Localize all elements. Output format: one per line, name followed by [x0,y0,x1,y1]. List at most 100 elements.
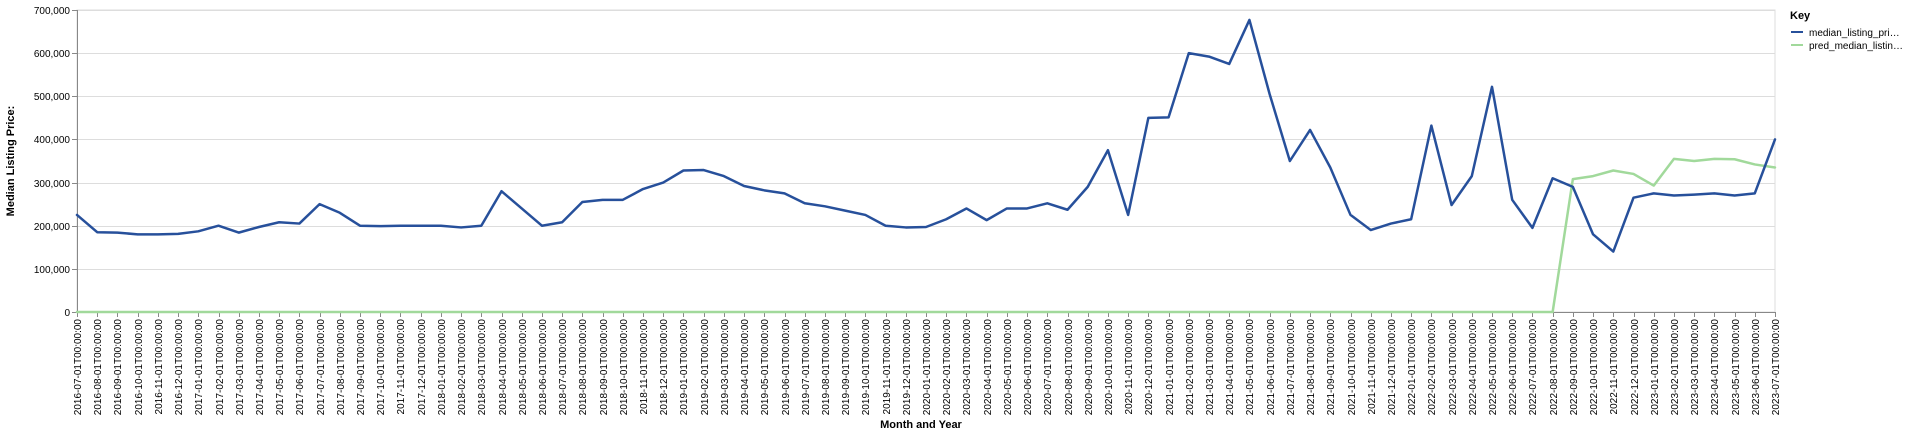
x-tick-label: 2019-01-01T00:00:00 [679,319,690,416]
x-tick-label: 2016-12-01T00:00:00 [174,319,185,416]
x-tick-label: 2021-09-01T00:00:00 [1326,319,1337,416]
x-tick-label: 2022-09-01T00:00:00 [1569,319,1580,416]
y-axis-title: Median Listing Price: [5,106,17,217]
x-tick-label: 2021-11-01T00:00:00 [1367,319,1378,415]
x-tick-label: 2017-05-01T00:00:00 [275,319,286,416]
x-tick-label: 2019-08-01T00:00:00 [821,319,832,416]
x-tick-label: 2020-06-01T00:00:00 [1023,319,1034,416]
x-tick-label: 2018-05-01T00:00:00 [518,319,529,416]
x-tick-label: 2018-01-01T00:00:00 [437,319,448,416]
x-tick-label: 2017-09-01T00:00:00 [356,319,367,416]
x-tick-label: 2020-08-01T00:00:00 [1064,319,1075,416]
x-tick-label: 2019-02-01T00:00:00 [700,319,711,416]
x-tick-label: 2021-12-01T00:00:00 [1387,319,1398,416]
x-tick-label: 2018-02-01T00:00:00 [457,319,468,416]
legend-title: Key [1790,10,1811,22]
x-tick-label: 2019-06-01T00:00:00 [781,319,792,416]
y-axis: 0 100,000 200,000 300,000 400,000 500,000 600,… [34,6,78,319]
x-tick-label: 2022-07-01T00:00:00 [1528,319,1539,416]
x-tick-label: 2021-02-01T00:00:00 [1185,319,1196,416]
legend-label-median: median_listing_pri… [1809,28,1900,39]
x-tick-label: 2021-05-01T00:00:00 [1245,319,1256,416]
x-tick-label: 2018-10-01T00:00:00 [619,319,630,416]
x-tick-label: 2018-11-01T00:00:00 [639,319,650,415]
x-tick-label: 2019-10-01T00:00:00 [861,319,872,416]
x-tick-label: 2016-10-01T00:00:00 [134,319,145,416]
x-tick-label: 2020-05-01T00:00:00 [1003,319,1014,416]
y-tick-label: 300,000 [34,179,71,190]
x-tick-label: 2023-07-01T00:00:00 [1771,319,1782,416]
x-tick-label: 2020-07-01T00:00:00 [1043,319,1054,416]
x-tick-label: 2022-04-01T00:00:00 [1468,319,1479,416]
y-tick-label: 700,000 [34,6,71,17]
series-line-median [75,18,1777,253]
y-tick-label: 400,000 [34,135,71,146]
x-tick-label: 2019-11-01T00:00:00 [882,319,893,415]
x-tick-label: 2023-02-01T00:00:00 [1670,319,1681,416]
x-tick-label: 2019-09-01T00:00:00 [841,319,852,416]
x-tick-label: 2020-01-01T00:00:00 [922,319,933,416]
x-tick-label: 2019-05-01T00:00:00 [760,319,771,416]
y-tick-label: 100,000 [34,265,71,276]
gridlines [76,9,1776,313]
x-axis-title: Month and Year [880,419,962,431]
x-tick-label: 2017-08-01T00:00:00 [336,319,347,416]
x-tick-label: 2021-03-01T00:00:00 [1205,319,1216,416]
series-line-pred [75,157,1777,314]
x-tick-label: 2018-09-01T00:00:00 [599,319,610,416]
x-tick-label: 2020-04-01T00:00:00 [983,319,994,416]
y-tick-label: 0 [64,308,70,319]
x-tick-label: 2021-01-01T00:00:00 [1165,319,1176,416]
y-tick-label: 600,000 [34,49,71,60]
x-tick-label: 2021-07-01T00:00:00 [1286,319,1297,416]
x-tick-label: 2017-07-01T00:00:00 [316,319,327,416]
y-tick-label: 500,000 [34,92,71,103]
x-tick-label: 2023-06-01T00:00:00 [1751,319,1762,416]
x-tick-label: 2018-04-01T00:00:00 [498,319,509,416]
x-tick-label: 2022-10-01T00:00:00 [1589,319,1600,416]
x-tick-label: 2017-10-01T00:00:00 [376,319,387,416]
x-tick-label: 2022-08-01T00:00:00 [1549,319,1560,416]
x-tick-label: 2020-03-01T00:00:00 [962,319,973,416]
x-tick-label: 2020-10-01T00:00:00 [1104,319,1115,416]
x-tick-label: 2017-02-01T00:00:00 [215,319,226,416]
x-tick-label: 2019-03-01T00:00:00 [720,319,731,416]
x-tick-label: 2021-08-01T00:00:00 [1306,319,1317,416]
x-tick-label: 2022-05-01T00:00:00 [1488,319,1499,416]
x-tick-label: 2018-08-01T00:00:00 [578,319,589,416]
x-tick-label: 2016-08-01T00:00:00 [93,319,104,416]
x-tick-label: 2019-04-01T00:00:00 [740,319,751,416]
x-tick-label: 2021-10-01T00:00:00 [1347,319,1358,416]
x-tick-label: 2019-12-01T00:00:00 [902,319,913,416]
x-tick-label: 2022-06-01T00:00:00 [1508,319,1519,416]
x-tick-label: 2018-12-01T00:00:00 [659,319,670,416]
x-tick-label: 2017-04-01T00:00:00 [255,319,266,416]
x-tick-label: 2023-04-01T00:00:00 [1710,319,1721,416]
x-tick-label: 2021-04-01T00:00:00 [1225,319,1236,416]
x-tick-label: 2017-01-01T00:00:00 [194,319,205,416]
x-tick-label: 2017-03-01T00:00:00 [235,319,246,416]
x-tick-label: 2020-11-01T00:00:00 [1124,319,1135,415]
x-tick-label: 2019-07-01T00:00:00 [801,319,812,416]
x-tick-label: 2020-02-01T00:00:00 [942,319,953,416]
x-tick-label: 2020-12-01T00:00:00 [1144,319,1155,416]
legend-label-pred: pred_median_listin… [1809,41,1903,52]
x-tick-label: 2023-03-01T00:00:00 [1690,319,1701,416]
y-tick-label: 200,000 [34,222,71,233]
plot-frame [76,9,1776,313]
x-tick-label: 2020-09-01T00:00:00 [1084,319,1095,416]
x-tick-label: 2017-11-01T00:00:00 [396,319,407,415]
x-tick-label: 2023-01-01T00:00:00 [1650,319,1661,416]
x-axis: 2016-07-01T00:00:00 2016-08-01T00:00:00 20… [73,312,1782,415]
x-tick-label: 2018-03-01T00:00:00 [477,319,488,416]
x-tick-label: 2022-12-01T00:00:00 [1630,319,1641,416]
x-tick-label: 2022-11-01T00:00:00 [1609,319,1620,415]
x-tick-label: 2018-06-01T00:00:00 [538,319,549,416]
x-tick-label: 2022-02-01T00:00:00 [1427,319,1438,416]
x-tick-label: 2017-06-01T00:00:00 [295,319,306,416]
x-tick-label: 2021-06-01T00:00:00 [1266,319,1277,416]
series-layer [75,18,1777,314]
legend: Key median_listing_pri… pred_median_list… [1790,10,1903,52]
x-tick-label: 2022-03-01T00:00:00 [1448,319,1459,416]
x-tick-label: 2018-07-01T00:00:00 [558,319,569,416]
